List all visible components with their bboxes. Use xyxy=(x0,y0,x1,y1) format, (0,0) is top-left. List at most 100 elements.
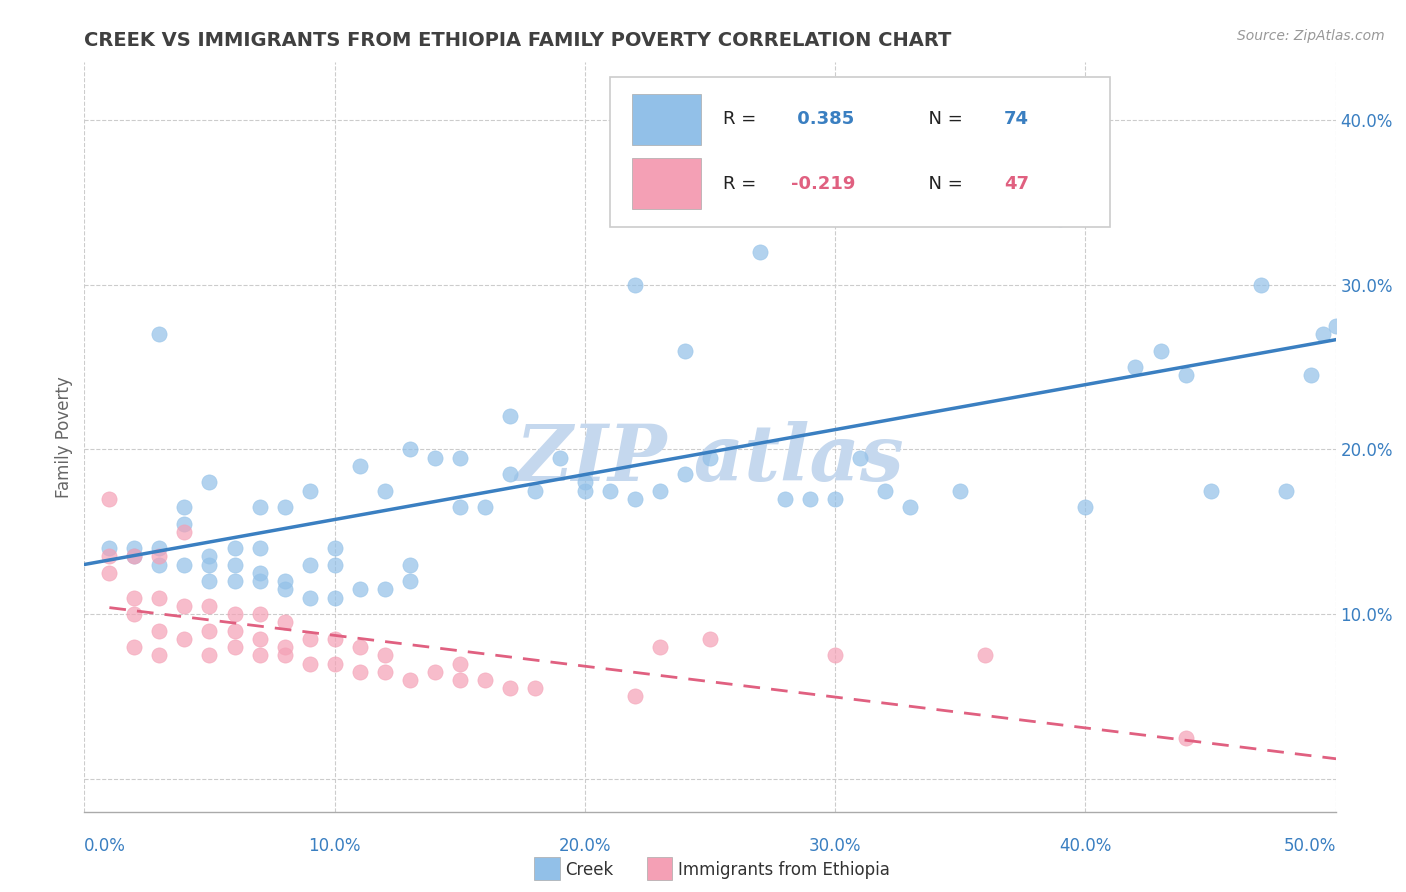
Point xyxy=(799,491,821,506)
Point xyxy=(523,681,546,696)
Point xyxy=(499,467,522,482)
Point xyxy=(1250,277,1272,292)
Point xyxy=(124,640,146,654)
Point xyxy=(148,558,170,572)
Point xyxy=(1274,483,1296,498)
Point xyxy=(1174,368,1197,383)
Point xyxy=(124,591,146,605)
Text: 74: 74 xyxy=(1004,110,1029,128)
Point xyxy=(349,640,371,654)
Point xyxy=(198,648,221,663)
Point xyxy=(699,632,721,646)
Point xyxy=(449,657,471,671)
Point xyxy=(449,450,471,465)
Text: N =: N = xyxy=(917,175,967,193)
Point xyxy=(173,632,195,646)
Point xyxy=(699,450,721,465)
Point xyxy=(824,491,846,506)
Point xyxy=(423,450,446,465)
Point xyxy=(773,491,796,506)
Text: 30.0%: 30.0% xyxy=(808,837,862,855)
Point xyxy=(499,409,522,424)
Y-axis label: Family Poverty: Family Poverty xyxy=(55,376,73,498)
Point xyxy=(98,541,121,556)
Point xyxy=(124,549,146,564)
Point xyxy=(124,549,146,564)
Point xyxy=(224,541,246,556)
Point xyxy=(1199,483,1222,498)
Point xyxy=(173,599,195,613)
Point xyxy=(523,483,546,498)
Point xyxy=(98,566,121,580)
Point xyxy=(648,483,671,498)
Point xyxy=(349,582,371,597)
Text: ZIP atlas: ZIP atlas xyxy=(516,421,904,498)
Point xyxy=(148,327,170,342)
Point xyxy=(198,574,221,589)
Bar xyxy=(633,158,702,209)
Point xyxy=(273,500,295,514)
Point xyxy=(1324,318,1347,333)
Point xyxy=(249,574,271,589)
Text: R =: R = xyxy=(723,175,762,193)
Point xyxy=(148,549,170,564)
Point xyxy=(1049,211,1071,226)
Text: -0.219: -0.219 xyxy=(792,175,856,193)
Point xyxy=(398,574,420,589)
Point xyxy=(224,607,246,621)
Point xyxy=(875,483,897,498)
Point xyxy=(1312,327,1334,342)
Point xyxy=(349,665,371,679)
Point xyxy=(898,500,921,514)
Point xyxy=(374,648,396,663)
Point xyxy=(624,491,647,506)
Point xyxy=(198,624,221,638)
Point xyxy=(648,640,671,654)
Point xyxy=(273,648,295,663)
Text: Creek: Creek xyxy=(565,861,613,879)
Point xyxy=(1174,731,1197,745)
Point xyxy=(173,500,195,514)
Text: N =: N = xyxy=(917,110,967,128)
Text: 50.0%: 50.0% xyxy=(1284,837,1336,855)
Point xyxy=(224,574,246,589)
Point xyxy=(1024,146,1046,161)
Point xyxy=(124,541,146,556)
Point xyxy=(298,483,321,498)
Point xyxy=(198,475,221,490)
Point xyxy=(148,541,170,556)
Text: CREEK VS IMMIGRANTS FROM ETHIOPIA FAMILY POVERTY CORRELATION CHART: CREEK VS IMMIGRANTS FROM ETHIOPIA FAMILY… xyxy=(84,30,952,50)
Point xyxy=(673,467,696,482)
Point xyxy=(574,475,596,490)
Point xyxy=(398,558,420,572)
Point xyxy=(323,541,346,556)
Point xyxy=(124,607,146,621)
Point xyxy=(148,648,170,663)
Text: R =: R = xyxy=(723,110,762,128)
Point xyxy=(724,178,747,193)
Point xyxy=(323,657,346,671)
Point xyxy=(98,549,121,564)
FancyBboxPatch shape xyxy=(610,78,1111,227)
Point xyxy=(349,458,371,473)
Point xyxy=(673,343,696,358)
Point xyxy=(599,483,621,498)
Point xyxy=(974,648,997,663)
Point xyxy=(224,640,246,654)
Point xyxy=(474,500,496,514)
Text: 47: 47 xyxy=(1004,175,1029,193)
Point xyxy=(474,673,496,687)
Point xyxy=(323,591,346,605)
Point xyxy=(273,574,295,589)
Point xyxy=(249,500,271,514)
Text: 0.385: 0.385 xyxy=(792,110,855,128)
Point xyxy=(98,491,121,506)
Point xyxy=(749,244,772,259)
Point xyxy=(249,648,271,663)
Text: 20.0%: 20.0% xyxy=(558,837,612,855)
Bar xyxy=(633,94,702,145)
Point xyxy=(1149,343,1171,358)
Point xyxy=(198,558,221,572)
Point xyxy=(148,591,170,605)
Point xyxy=(273,582,295,597)
